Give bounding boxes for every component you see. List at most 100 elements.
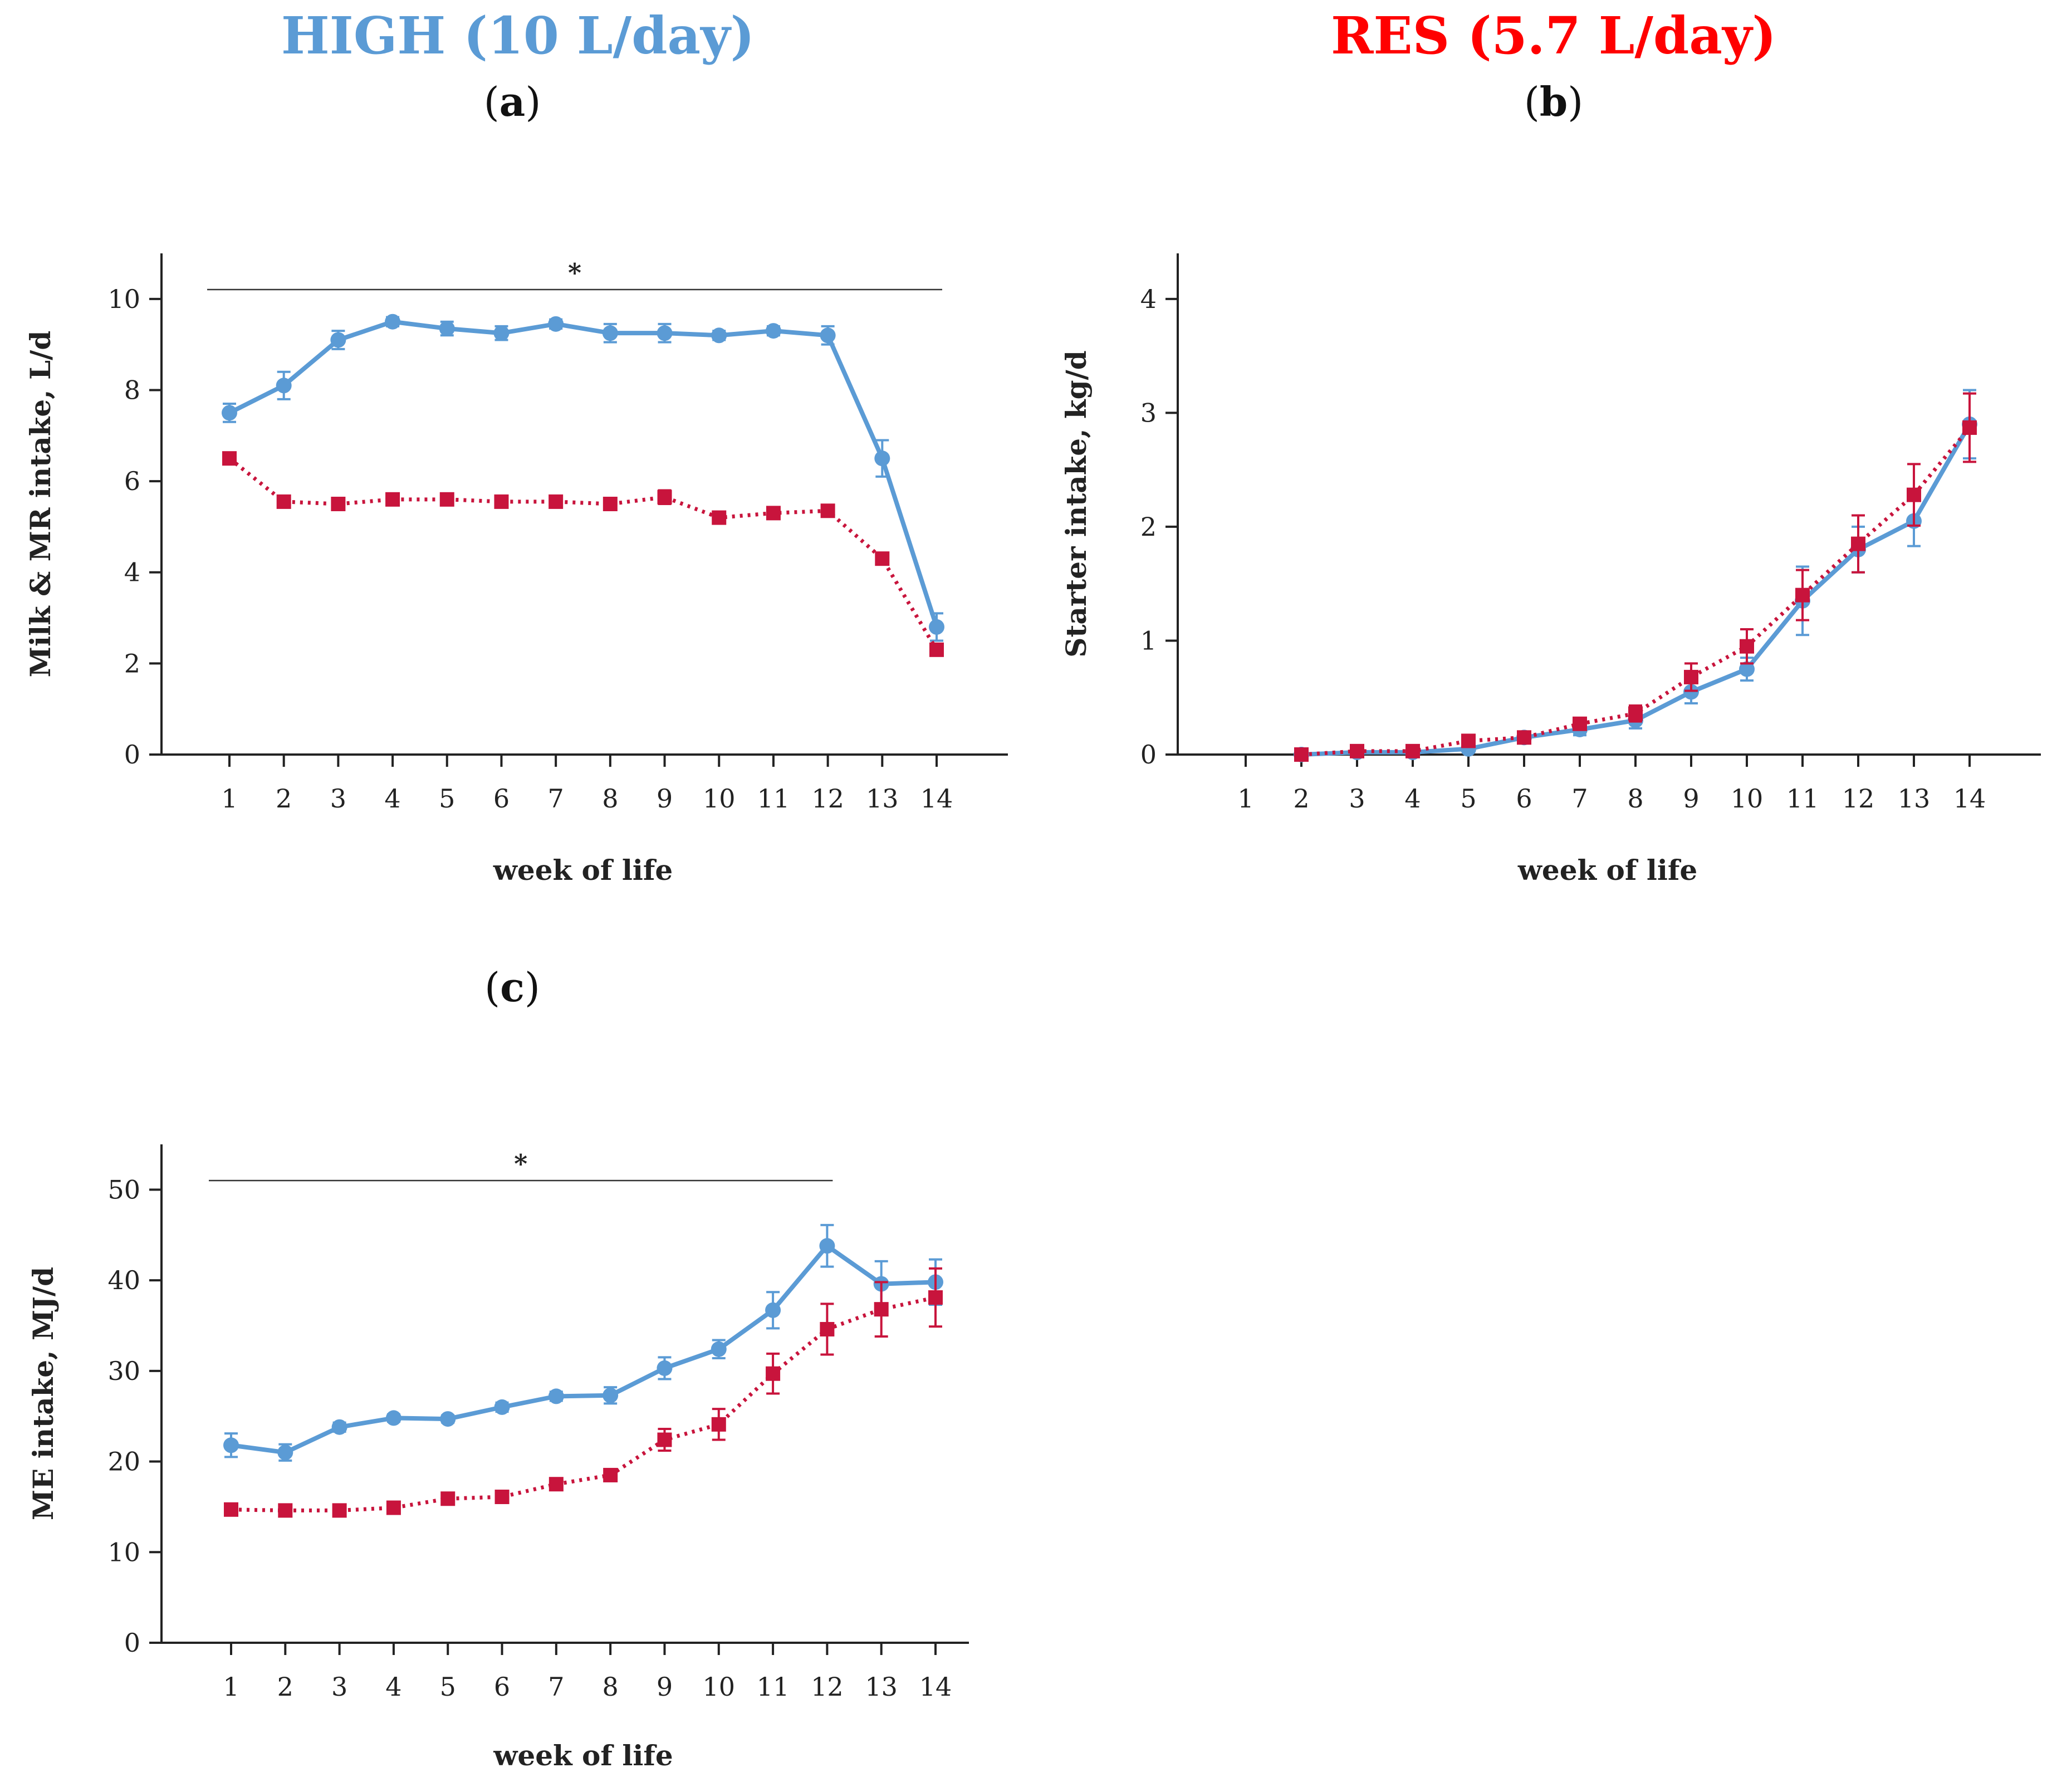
- data-point-res: [1795, 587, 1810, 603]
- data-point-res: [385, 492, 400, 507]
- data-point-high: [602, 325, 618, 341]
- y-tick-label: 0: [124, 1628, 140, 1658]
- data-point-res: [1907, 487, 1921, 502]
- y-tick-label: 20: [107, 1447, 140, 1477]
- y-tick-label: 1: [1140, 625, 1157, 655]
- significance-asterisk: *: [568, 258, 581, 288]
- data-point-res: [1573, 716, 1587, 731]
- data-point-high: [711, 327, 727, 344]
- x-tick-label: 3: [1349, 784, 1365, 814]
- data-point-high: [548, 1388, 564, 1404]
- y-tick-label: 2: [1140, 512, 1157, 542]
- y-tick-label: 50: [107, 1174, 140, 1205]
- x-tick-label: 8: [1627, 784, 1643, 814]
- data-point-high: [603, 1387, 619, 1403]
- y-axis-label: Starter intake, kg/d: [1060, 350, 1093, 658]
- x-tick-label: 5: [440, 1672, 456, 1702]
- data-point-high: [331, 1419, 347, 1435]
- data-point-high: [657, 1360, 673, 1376]
- data-point-res: [548, 1477, 564, 1492]
- data-point-res: [603, 497, 618, 511]
- legend-high-label: HIGH (10 L/day): [281, 6, 755, 66]
- x-tick-label: 4: [384, 784, 400, 814]
- data-point-res: [276, 494, 291, 509]
- data-point-res: [1962, 420, 1977, 435]
- x-tick-label: 4: [1404, 784, 1421, 814]
- data-point-res: [766, 1366, 781, 1381]
- x-tick-label: 12: [811, 1672, 844, 1702]
- x-tick-label: 13: [1898, 784, 1931, 814]
- y-tick-label: 10: [107, 284, 140, 314]
- y-tick-label: 2: [124, 648, 140, 678]
- x-tick-label: 7: [1571, 784, 1588, 814]
- panel-b-label: (b): [1524, 78, 1584, 125]
- y-axis-label: Milk & MR intake, L/d: [24, 331, 57, 678]
- x-tick-label: 4: [385, 1672, 401, 1702]
- x-tick-label: 13: [865, 1672, 898, 1702]
- y-tick-label: 0: [124, 740, 140, 770]
- y-tick-label: 8: [124, 375, 140, 405]
- x-tick-label: 11: [757, 1672, 790, 1702]
- data-point-res: [548, 494, 564, 509]
- x-tick-label: 6: [494, 1672, 510, 1702]
- x-tick-label: 2: [1293, 784, 1309, 814]
- data-point-high: [1739, 661, 1755, 677]
- data-point-high: [494, 1399, 510, 1415]
- y-tick-label: 40: [107, 1265, 140, 1295]
- data-point-res: [1740, 639, 1754, 654]
- y-tick-label: 10: [107, 1537, 140, 1567]
- data-point-high: [929, 619, 944, 635]
- x-tick-label: 7: [548, 784, 564, 814]
- x-tick-label: 10: [703, 784, 736, 814]
- y-tick-label: 0: [1140, 740, 1157, 770]
- x-tick-label: 14: [1953, 784, 1986, 814]
- x-tick-label: 11: [757, 784, 790, 814]
- data-point-res: [1461, 733, 1476, 748]
- data-point-res: [1517, 730, 1531, 745]
- data-point-high: [222, 405, 237, 421]
- data-point-res: [439, 492, 454, 507]
- data-point-high: [548, 316, 564, 332]
- data-point-high: [276, 378, 292, 394]
- x-axis-label: week of life: [493, 1739, 673, 1772]
- series-line-high: [228, 319, 939, 628]
- x-tick-label: 8: [602, 784, 618, 814]
- data-point-high: [765, 323, 781, 339]
- data-point-res: [875, 551, 890, 566]
- series-line-res: [231, 1295, 936, 1512]
- data-point-res: [1405, 743, 1420, 758]
- x-tick-label: 3: [331, 1672, 347, 1702]
- y-tick-label: 3: [1140, 398, 1157, 428]
- x-tick-label: 6: [1516, 784, 1532, 814]
- data-point-res: [494, 494, 509, 509]
- x-tick-label: 3: [330, 784, 346, 814]
- x-tick-label: 1: [221, 784, 237, 814]
- data-point-res: [711, 1417, 726, 1432]
- data-point-res: [278, 1503, 293, 1518]
- data-point-high: [493, 325, 510, 341]
- y-tick-label: 30: [107, 1356, 140, 1386]
- data-point-res: [928, 1290, 943, 1305]
- series-line-high: [231, 1243, 936, 1455]
- x-tick-label: 1: [223, 1672, 239, 1702]
- x-tick-label: 10: [702, 1672, 735, 1702]
- y-tick-label: 6: [124, 466, 140, 496]
- data-point-res: [1294, 747, 1309, 762]
- x-tick-label: 14: [920, 784, 953, 814]
- data-point-res: [494, 1490, 510, 1505]
- data-point-res: [1350, 743, 1364, 758]
- x-tick-label: 13: [866, 784, 899, 814]
- data-point-res: [332, 1503, 347, 1518]
- data-point-high: [711, 1341, 727, 1357]
- x-tick-label: 9: [1683, 784, 1699, 814]
- x-tick-label: 2: [276, 784, 292, 814]
- data-point-res: [440, 1491, 456, 1506]
- significance-asterisk: *: [514, 1149, 527, 1179]
- data-point-res: [386, 1500, 401, 1515]
- x-tick-label: 1: [1237, 784, 1253, 814]
- data-point-res: [657, 1432, 672, 1447]
- y-tick-label: 4: [124, 557, 140, 587]
- y-axis-label: ME intake, MJ/d: [27, 1267, 60, 1520]
- x-tick-label: 5: [1460, 784, 1476, 814]
- data-point-res: [766, 506, 781, 521]
